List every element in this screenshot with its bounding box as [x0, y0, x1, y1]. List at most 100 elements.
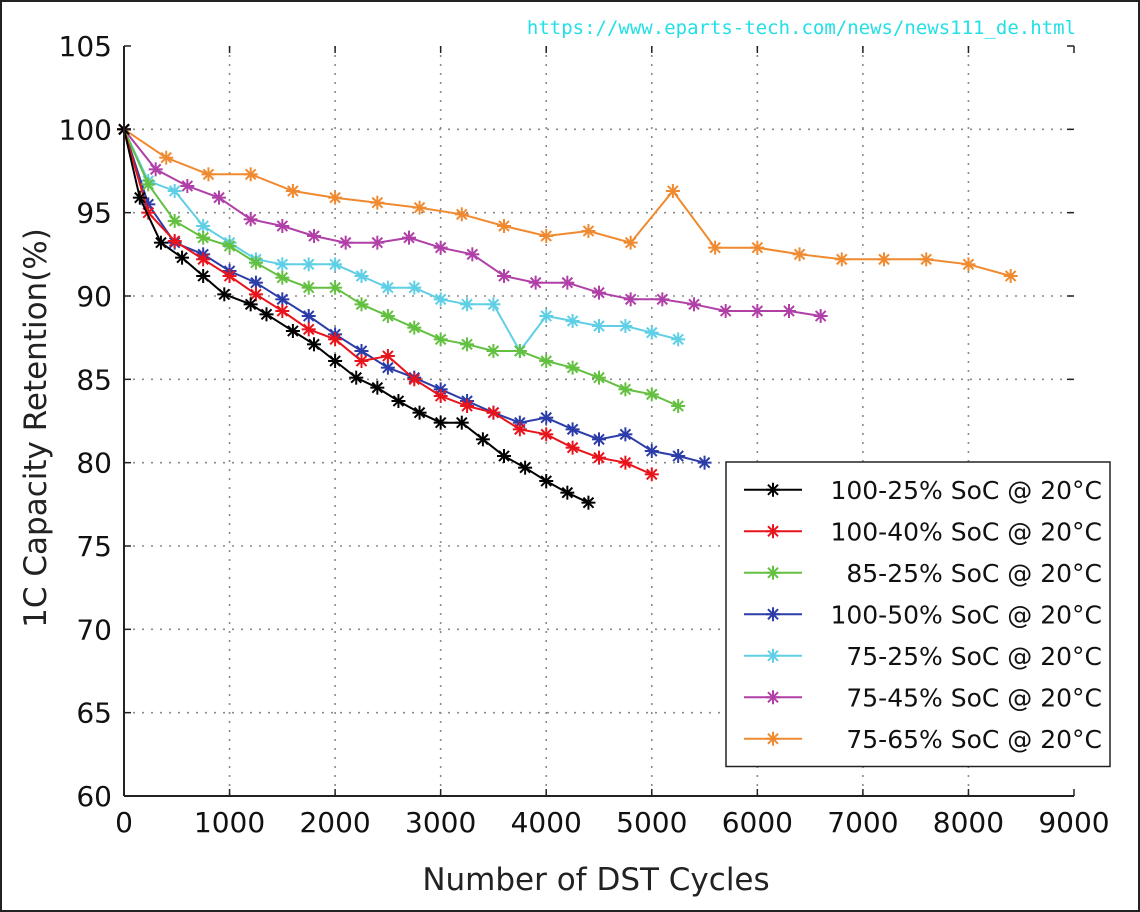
data-point [285, 184, 300, 198]
y-tick-label: 85 [76, 363, 112, 396]
data-point [222, 239, 237, 253]
data-point [407, 320, 422, 335]
data-point [497, 449, 511, 463]
data-point [644, 444, 659, 458]
data-point [412, 405, 427, 420]
data-point [407, 372, 422, 387]
data-point [328, 257, 343, 272]
x-tick-label: 7000 [827, 806, 898, 839]
legend-marker [766, 731, 780, 746]
data-point [465, 247, 480, 262]
data-point [454, 415, 469, 430]
x-axis-title: Number of DST Cycles [422, 862, 769, 898]
data-point [565, 360, 580, 375]
data-point [307, 229, 321, 243]
series-group [117, 122, 1018, 510]
data-point [497, 269, 511, 283]
data-point [307, 337, 321, 352]
data-point [180, 179, 195, 193]
data-point [539, 229, 554, 243]
data-point [370, 235, 385, 250]
series-line [123, 128, 679, 353]
data-point [301, 322, 316, 337]
data-point [592, 285, 606, 300]
data-point [961, 257, 976, 272]
data-point [402, 230, 416, 245]
data-point [592, 319, 606, 333]
legend-label: 75-65% SoC @ 20°C [846, 725, 1102, 754]
data-point [1003, 269, 1018, 283]
legend-label: 100-40% SoC @ 20°C [830, 517, 1102, 546]
data-point [433, 292, 448, 307]
data-point [486, 297, 501, 312]
data-point [132, 190, 147, 205]
y-tick-label: 70 [76, 613, 112, 646]
data-point [486, 405, 501, 420]
data-point [380, 309, 395, 323]
legend-label: 85-25% SoC @ 20°C [846, 559, 1102, 588]
data-point [196, 252, 211, 267]
x-tick-label: 1000 [194, 806, 265, 839]
data-point [212, 190, 226, 205]
data-point [301, 257, 316, 272]
data-point [475, 432, 490, 447]
data-point [512, 422, 527, 437]
data-point [407, 280, 422, 295]
data-point [644, 467, 659, 482]
legend-marker [766, 524, 780, 539]
data-point [718, 304, 733, 318]
data-point [618, 382, 633, 397]
data-point [671, 399, 686, 413]
x-tick-label: 6000 [722, 806, 793, 839]
data-point [275, 219, 290, 233]
data-point [275, 270, 290, 285]
data-point [877, 252, 891, 267]
legend-label: 100-50% SoC @ 20°C [830, 600, 1102, 629]
data-point [328, 280, 343, 295]
data-point [275, 304, 290, 318]
data-point [243, 297, 258, 312]
data-point [565, 314, 580, 328]
data-point [248, 287, 263, 302]
legend-marker [766, 482, 780, 497]
data-point [201, 167, 216, 182]
data-point [354, 354, 369, 368]
data-point [671, 332, 686, 347]
data-point [665, 184, 680, 198]
x-tick-label: 8000 [933, 806, 1004, 839]
y-axis-title: 1C Capacity Retention(%) [18, 228, 54, 628]
data-point [217, 287, 232, 302]
series-75-65% [117, 122, 1018, 283]
data-point [565, 422, 580, 437]
data-point [581, 495, 596, 510]
data-point [454, 207, 469, 222]
data-point [354, 269, 369, 283]
data-point [708, 240, 723, 255]
series-line [123, 128, 821, 317]
data-point [750, 240, 765, 255]
data-point [328, 354, 343, 368]
data-point [243, 212, 258, 227]
data-point [750, 304, 765, 318]
legend-label: 100-25% SoC @ 20°C [830, 476, 1102, 505]
data-point [539, 474, 554, 488]
x-tick-label: 2000 [299, 806, 370, 839]
data-point [834, 252, 849, 267]
x-tick-label: 5000 [616, 806, 687, 839]
data-point [697, 455, 712, 470]
data-point [159, 150, 174, 165]
y-tick-label: 60 [76, 780, 112, 813]
data-point [148, 162, 163, 177]
data-point [581, 224, 596, 238]
legend-marker [766, 565, 780, 580]
x-tick-label: 4000 [511, 806, 582, 839]
data-point [655, 292, 670, 307]
data-point [338, 235, 353, 250]
data-point [618, 455, 633, 470]
legend-marker [766, 648, 780, 663]
data-point [301, 309, 316, 323]
data-point [497, 219, 511, 233]
data-point [259, 307, 274, 322]
y-tick-label: 75 [76, 530, 112, 563]
data-point [618, 319, 633, 333]
